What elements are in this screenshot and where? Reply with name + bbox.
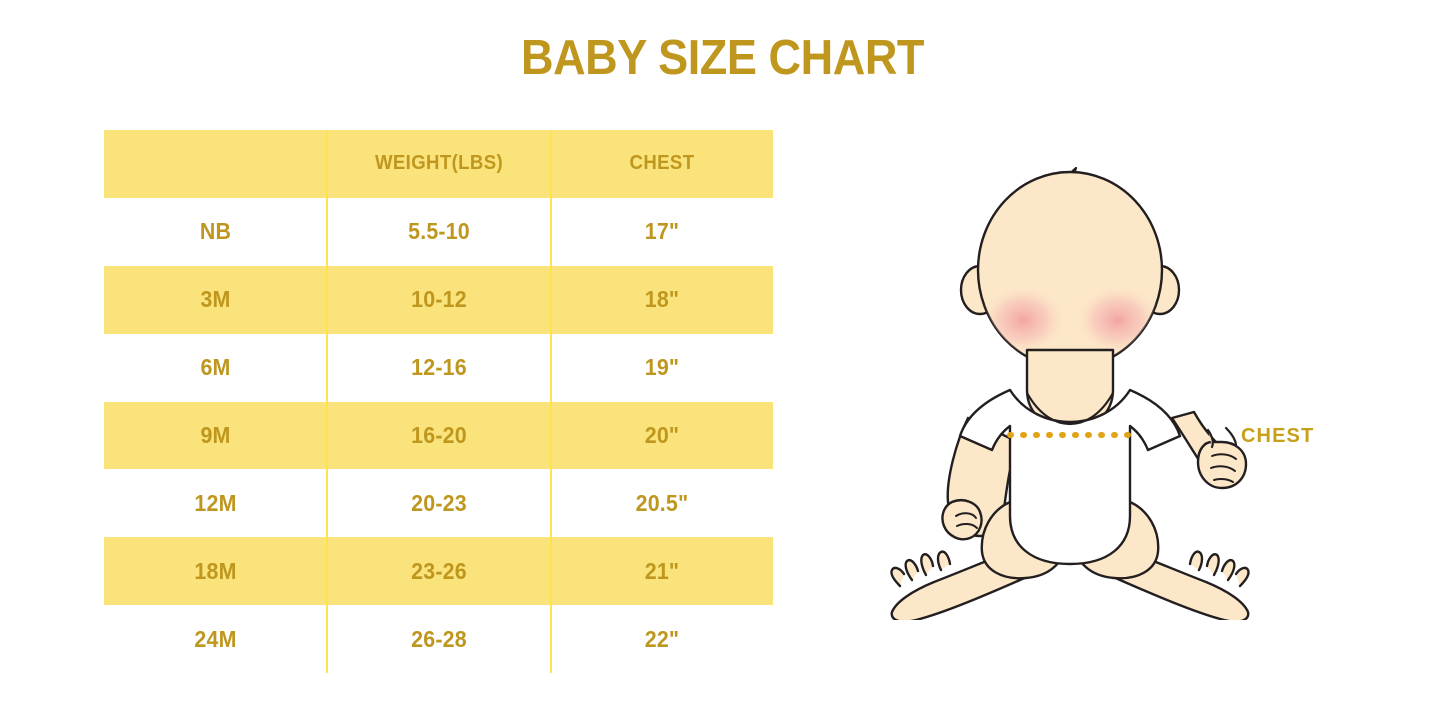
table-header-row: WEIGHT(LBS) CHEST — [104, 130, 773, 198]
column-divider-1 — [326, 130, 329, 673]
page-title: BABY SIZE CHART — [520, 31, 925, 85]
toe — [920, 553, 935, 577]
toe — [1234, 566, 1250, 588]
cell-chest: 19" — [644, 354, 680, 381]
toe — [1220, 559, 1236, 582]
column-divider-2 — [550, 130, 553, 673]
cell-size: 6M — [200, 354, 231, 381]
toe — [936, 550, 952, 572]
table-row: 18M 23-26 21" — [104, 537, 773, 606]
cell-weight: 12-16 — [411, 354, 467, 381]
toe — [1188, 550, 1204, 572]
table-row: 24M 26-28 22" — [104, 605, 773, 674]
cell-size: 18M — [194, 557, 237, 584]
table-row: NB 5.5-10 17" — [104, 197, 773, 266]
cell-size: 3M — [200, 286, 231, 313]
cell-chest: 20" — [644, 422, 680, 448]
table-row: 3M 10-12 18" — [104, 265, 773, 334]
cell-weight: 23-26 — [411, 557, 467, 584]
chest-measure-label: CHEST — [1241, 425, 1315, 447]
toe — [904, 559, 920, 582]
cell-chest: 17" — [644, 218, 680, 245]
cell-size: NB — [199, 218, 232, 245]
cell-weight: 26-28 — [411, 625, 467, 652]
size-table: WEIGHT(LBS) CHEST NB 5.5-10 17" 3M 10-12… — [104, 130, 773, 674]
cell-chest: 20.5" — [635, 489, 689, 516]
cell-size: 24M — [194, 625, 237, 652]
cell-chest: 18" — [644, 286, 680, 313]
collar — [1025, 391, 1115, 426]
sitting-baby-illustration — [860, 150, 1280, 623]
cell-size: 12M — [194, 489, 237, 516]
toe — [1205, 553, 1220, 577]
cell-weight: 5.5-10 — [408, 218, 470, 245]
blush-right — [1074, 284, 1162, 356]
fist-right — [1196, 440, 1248, 490]
cell-chest: 21" — [644, 557, 680, 584]
table-row: 12M 20-23 20.5" — [104, 469, 773, 538]
table-row: 9M 16-20 20" — [104, 401, 773, 470]
header-cell-weight: WEIGHT(LBS) — [374, 152, 504, 175]
cell-chest: 22" — [644, 625, 680, 652]
header-cell-chest: CHEST — [629, 152, 695, 175]
blush-left — [979, 284, 1067, 356]
fist-left — [941, 498, 983, 541]
cell-weight: 20-23 — [411, 489, 467, 516]
cell-weight: 10-12 — [411, 286, 467, 313]
cell-size: 9M — [200, 422, 231, 448]
cell-weight: 16-20 — [411, 422, 467, 448]
table-row: 6M 12-16 19" — [104, 333, 773, 402]
toe — [890, 566, 906, 588]
